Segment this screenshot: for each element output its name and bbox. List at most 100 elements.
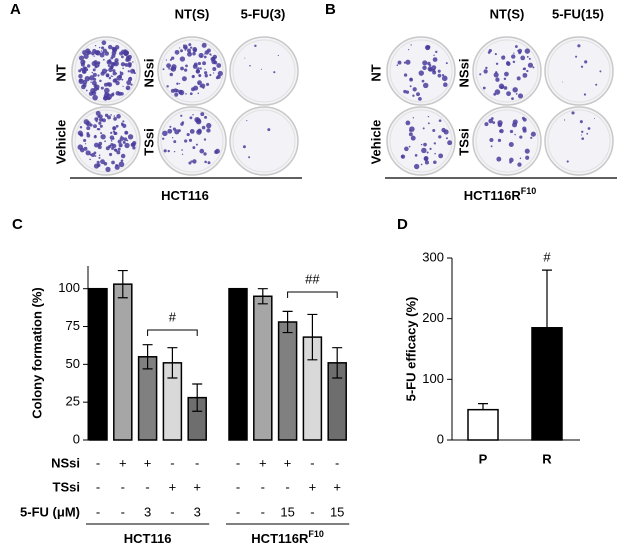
- colony: [132, 140, 137, 146]
- y-tick-label: 0: [437, 431, 444, 446]
- treatment-cell: 3: [144, 504, 151, 519]
- treatment-cell: +: [333, 479, 341, 494]
- colony: [191, 75, 195, 79]
- colony: [203, 138, 207, 141]
- colony: [190, 160, 193, 163]
- colony: [124, 49, 127, 52]
- colony: [126, 56, 131, 62]
- treatment-cell: -: [285, 479, 289, 494]
- treatment-cell: -: [236, 504, 240, 519]
- colony: [171, 64, 177, 70]
- colony: [94, 50, 100, 56]
- colony: [122, 123, 127, 128]
- colony: [482, 86, 486, 90]
- colony: [93, 55, 95, 57]
- colony: [577, 44, 581, 48]
- dish-label: TSsi: [456, 128, 471, 155]
- colony: [422, 65, 427, 71]
- column-header: 5-FU(15): [552, 6, 604, 21]
- colony: [214, 149, 219, 155]
- colony: [212, 54, 218, 60]
- colony: [189, 116, 193, 120]
- colony: [178, 82, 181, 85]
- colony: [488, 118, 494, 124]
- colony: [517, 162, 522, 167]
- colony: [423, 156, 428, 162]
- treatment-cell: -: [236, 479, 240, 494]
- colony: [162, 68, 165, 71]
- colony: [249, 64, 251, 67]
- colony: [109, 58, 111, 61]
- colony: [80, 67, 84, 71]
- treatment-cell: -: [170, 455, 174, 470]
- colony: [494, 52, 497, 56]
- colony: [192, 146, 196, 150]
- colony: [124, 130, 129, 135]
- colony: [84, 75, 90, 82]
- culture-dish: [544, 106, 614, 176]
- colony: [498, 83, 505, 90]
- x-tick-label: P: [479, 451, 488, 466]
- colony: [105, 73, 110, 78]
- treatment-cell: -: [121, 479, 125, 494]
- colony: [85, 89, 88, 92]
- colony: [99, 79, 102, 83]
- colony: [581, 130, 584, 133]
- colony: [522, 72, 528, 78]
- colony: [422, 60, 428, 66]
- colony: [175, 88, 179, 93]
- colony: [575, 55, 578, 58]
- colony: [186, 132, 190, 137]
- colony: [181, 121, 185, 124]
- colony: [183, 44, 185, 47]
- colony: [487, 51, 491, 54]
- colony: [111, 160, 115, 165]
- colony: [98, 46, 101, 49]
- colony: [509, 129, 514, 134]
- colony: [580, 134, 583, 136]
- colony: [83, 53, 89, 59]
- colony: [490, 145, 493, 148]
- x-tick-label: R: [542, 451, 552, 466]
- colony: [428, 67, 433, 72]
- colony: [512, 60, 516, 64]
- colony: [121, 55, 124, 59]
- colony: [166, 85, 169, 88]
- colony: [499, 128, 504, 134]
- colony: [416, 92, 420, 97]
- colony: [188, 138, 193, 142]
- colony: [405, 90, 410, 94]
- treatment-cell: -: [261, 479, 265, 494]
- colony: [86, 133, 91, 138]
- colony: [512, 119, 518, 125]
- significance-mark: #: [169, 309, 177, 324]
- colony: [101, 46, 105, 50]
- colony: [438, 135, 442, 139]
- colony: [105, 146, 110, 151]
- colony: [410, 135, 416, 141]
- error-bar: [282, 310, 293, 334]
- colony: [100, 50, 103, 52]
- colony: [79, 126, 83, 129]
- colony: [437, 73, 442, 78]
- colony: [79, 147, 85, 153]
- colony: [78, 55, 85, 61]
- colony: [495, 62, 499, 66]
- colony: [441, 73, 445, 77]
- group-superscript: F10: [308, 529, 324, 539]
- colony: [479, 73, 482, 76]
- treatment-cell: -: [96, 455, 100, 470]
- colony: [78, 74, 83, 79]
- y-axis-label: 5-FU efficacy (%): [403, 297, 418, 402]
- colony: [405, 59, 411, 65]
- colony: [181, 153, 184, 155]
- treatment-label: TSsi: [53, 479, 80, 494]
- colony: [121, 78, 124, 81]
- bar: [88, 287, 108, 441]
- dish-rim: [74, 109, 138, 173]
- colony: [516, 76, 521, 81]
- colony: [86, 126, 91, 131]
- bar: [253, 295, 273, 441]
- colony: [94, 83, 97, 86]
